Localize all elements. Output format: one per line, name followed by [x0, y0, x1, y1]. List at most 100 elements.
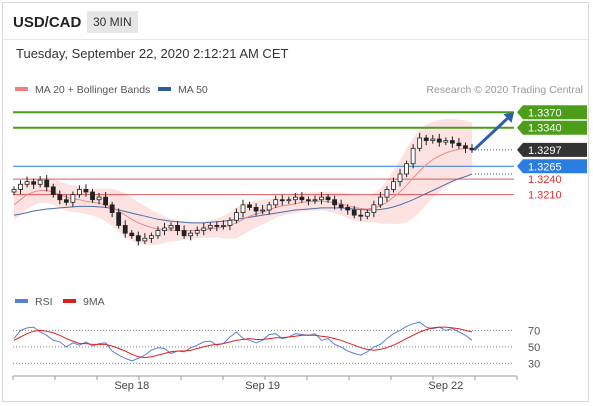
candle-body [31, 181, 37, 185]
ma50-legend-label: MA 50 [178, 84, 208, 96]
candle-37 [253, 203, 259, 216]
bollinger-band [14, 119, 472, 245]
timeframe-button[interactable]: 30 MIN [87, 11, 138, 33]
candle-body [286, 199, 292, 202]
candle-19 [135, 231, 141, 246]
candle-body [135, 235, 141, 242]
candle-body [109, 204, 115, 213]
candle-body [70, 194, 76, 203]
candle-body [83, 189, 89, 193]
candle-9 [70, 191, 76, 207]
candle-body [116, 212, 122, 226]
candle-body [443, 140, 449, 143]
candle-body [90, 191, 95, 201]
candle-41 [279, 194, 285, 206]
candle-67 [449, 136, 455, 148]
price-tag-text: 1.3340 [528, 123, 562, 135]
candle-26 [181, 225, 187, 239]
candle-68 [456, 138, 462, 149]
candle-body [175, 225, 180, 231]
candle-body [384, 189, 390, 198]
x-tick-label: Sep 22 [428, 380, 463, 392]
candle-28 [194, 226, 200, 237]
candle-body [463, 145, 468, 149]
candle-body [423, 137, 429, 141]
candle-body [103, 196, 108, 206]
candle-5 [44, 175, 50, 192]
symbol-label: USD/CAD [13, 14, 82, 31]
candle-body [247, 204, 252, 208]
price-tag-box [517, 105, 587, 120]
candle-61 [410, 144, 416, 169]
rsi-panel: 70 50 30 [13, 321, 540, 370]
candle-7 [57, 190, 63, 205]
candle-body [44, 179, 50, 188]
candle-body [148, 235, 154, 239]
ma50-legend-swatch [158, 87, 171, 91]
candle-body [57, 194, 63, 201]
candle-body [319, 196, 324, 201]
candle-17 [122, 220, 128, 238]
candle-body [155, 230, 161, 237]
candle-50 [338, 199, 344, 211]
candle-32 [220, 220, 226, 230]
candle-55 [371, 200, 377, 218]
candle-body [201, 227, 207, 231]
candle-36 [247, 201, 252, 211]
candle-body [397, 173, 403, 183]
level-label-1.3265: 1.3265 [517, 159, 587, 174]
candle-4 [37, 176, 43, 188]
candle-0 [11, 186, 17, 196]
candle-13 [96, 193, 102, 205]
candle-54 [364, 209, 370, 220]
candle-body [279, 199, 285, 202]
candle-11 [83, 184, 89, 197]
candle-59 [397, 168, 403, 187]
candle-body [410, 147, 416, 165]
candle-52 [351, 205, 357, 219]
candle-body [11, 189, 17, 193]
candle-body [266, 204, 272, 211]
candle-body [391, 181, 396, 190]
candle-body [142, 237, 148, 242]
candle-33 [227, 217, 233, 231]
candle-43 [292, 193, 298, 205]
price-tag-text: 1.3210 [528, 190, 562, 202]
candle-body [430, 138, 436, 141]
candle-body [417, 137, 423, 149]
candle-22 [155, 226, 161, 239]
level-label-1.3340: 1.3340 [517, 120, 587, 135]
chart-header: USD/CAD 30 MIN [3, 3, 588, 40]
candle-27 [188, 230, 194, 241]
price-tag-text: 1.3297 [528, 145, 562, 157]
research-credit: Research © 2020 Trading Central [426, 84, 583, 96]
rsi-tick-label: 30 [528, 358, 540, 370]
candle-57 [384, 186, 390, 202]
forecast-arrow-shaft [472, 117, 509, 151]
level-label-1.3370: 1.3370 [517, 105, 587, 120]
rsi-tick-label: 70 [528, 325, 540, 337]
candle-31 [214, 221, 220, 232]
price-tag-box [517, 120, 587, 135]
candle-56 [377, 192, 383, 208]
candle-23 [162, 222, 167, 236]
candle-body [273, 199, 279, 206]
candle-body [188, 232, 194, 237]
ma20-line [13, 147, 472, 232]
candle-body [77, 189, 82, 195]
price-legend: MA 20 + Bollinger Bands MA 50 Research ©… [15, 84, 583, 96]
candle-40 [273, 195, 279, 208]
candle-42 [286, 196, 292, 204]
candle-60 [404, 160, 409, 178]
candle-62 [417, 132, 423, 152]
candle-body [292, 196, 298, 201]
rsi-ma-legend-label: 9MA [83, 296, 105, 308]
candle-body [168, 225, 174, 229]
candle-body [358, 214, 364, 217]
x-tick-label: Sep 18 [114, 380, 149, 392]
forecast-arrowhead [503, 112, 514, 123]
candle-24 [168, 222, 174, 232]
candle-51 [345, 204, 351, 215]
